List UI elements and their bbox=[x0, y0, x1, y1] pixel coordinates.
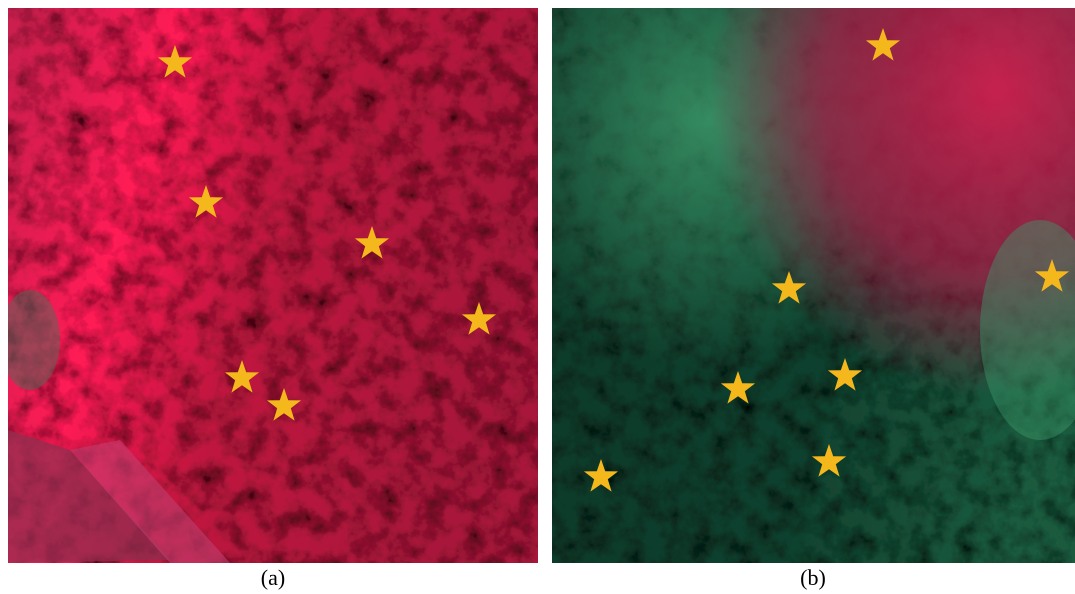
caption: (a) bbox=[261, 565, 285, 590]
figure: (a) (b) bbox=[0, 0, 1075, 594]
panel-b-image bbox=[552, 8, 1075, 563]
panel-a-image bbox=[0, 8, 538, 563]
caption: (b) bbox=[800, 565, 826, 590]
